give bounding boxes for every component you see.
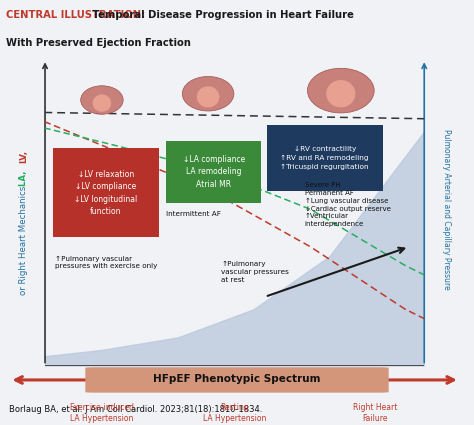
Text: Borlaug BA, et al. J Am Coll Cardiol. 2023;81(18):1810-1834.: Borlaug BA, et al. J Am Coll Cardiol. 20… bbox=[9, 405, 262, 414]
Text: ↓LA compliance
LA remodeling
Atrial MR: ↓LA compliance LA remodeling Atrial MR bbox=[182, 155, 245, 189]
Text: LA,: LA, bbox=[19, 170, 28, 189]
Text: Temporal Disease Progression in Heart Failure: Temporal Disease Progression in Heart Fa… bbox=[89, 10, 354, 20]
Text: ↓RV contractility
↑RV and RA remodeling
↑Tricuspid regurgitation: ↓RV contractility ↑RV and RA remodeling … bbox=[281, 146, 369, 170]
Ellipse shape bbox=[326, 80, 356, 108]
Text: Resting
LA Hypertension: Resting LA Hypertension bbox=[203, 403, 266, 423]
Text: or Right Heart Mechanics: or Right Heart Mechanics bbox=[19, 186, 28, 295]
Text: LV,: LV, bbox=[19, 150, 28, 163]
Text: Intermittent AF: Intermittent AF bbox=[166, 211, 221, 217]
Text: Right Heart
Failure: Right Heart Failure bbox=[353, 403, 397, 423]
Ellipse shape bbox=[81, 86, 123, 114]
FancyBboxPatch shape bbox=[85, 367, 389, 393]
Ellipse shape bbox=[197, 86, 219, 108]
Ellipse shape bbox=[308, 68, 374, 113]
Text: Severe PH
Permanent AF
↑Lung vascular disease
↓Cardiac output reserve
↑Ventricul: Severe PH Permanent AF ↑Lung vascular di… bbox=[305, 182, 391, 227]
Ellipse shape bbox=[92, 94, 111, 112]
Text: With Preserved Ejection Fraction: With Preserved Ejection Fraction bbox=[6, 38, 191, 48]
Ellipse shape bbox=[182, 76, 234, 111]
Text: Pulmonary Arterial and Capillary Pressure: Pulmonary Arterial and Capillary Pressur… bbox=[442, 129, 451, 290]
Text: ↑Pulmonary
vascular pressures
at rest: ↑Pulmonary vascular pressures at rest bbox=[221, 261, 289, 283]
FancyBboxPatch shape bbox=[166, 141, 261, 203]
Text: HFpEF Phenotypic Spectrum: HFpEF Phenotypic Spectrum bbox=[153, 374, 321, 384]
Text: ↓LV relaxation
↓LV compliance
↓LV longitudinal
function: ↓LV relaxation ↓LV compliance ↓LV longit… bbox=[74, 170, 137, 216]
Text: Exercise-induced
LA Hypertension: Exercise-induced LA Hypertension bbox=[69, 403, 135, 423]
Text: CENTRAL ILLUSTRATION:: CENTRAL ILLUSTRATION: bbox=[6, 10, 145, 20]
FancyBboxPatch shape bbox=[267, 125, 383, 190]
FancyBboxPatch shape bbox=[53, 148, 159, 238]
Text: ↑Pulmonary vascular
pressures with exercise only: ↑Pulmonary vascular pressures with exerc… bbox=[55, 255, 157, 269]
